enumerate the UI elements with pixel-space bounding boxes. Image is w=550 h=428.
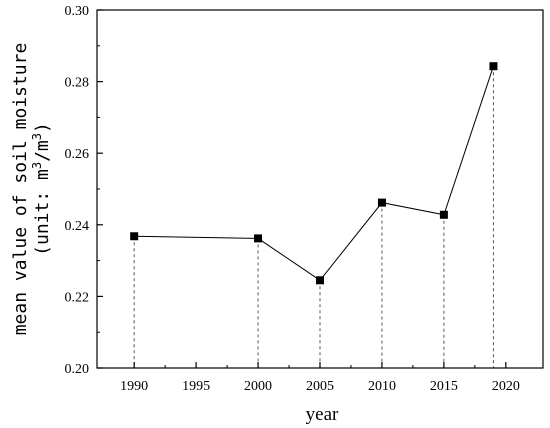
y-tick-label: 0.30 [65,4,90,19]
data-point [130,232,139,241]
y-axis-title: mean value of soil moisture [10,43,31,336]
data-point [489,62,498,71]
x-tick-label: 1990 [120,379,148,394]
x-tick-label: 2000 [244,379,272,394]
y-tick-label: 0.28 [65,76,90,91]
x-tick-label: 2020 [492,379,520,394]
x-tick-label: 2015 [430,379,458,394]
x-axis-title: year [306,404,339,425]
x-tick-label: 1995 [182,379,210,394]
y-tick-label: 0.24 [65,219,90,234]
plot-frame [96,9,544,369]
x-tick-label: 2010 [368,379,396,394]
data-point [377,198,386,207]
data-point [254,234,263,243]
y-axis-unit: (unit: m3/m3) [30,122,53,256]
x-tick-label: 2005 [306,379,334,394]
data-point [439,210,448,219]
series-line [134,66,494,281]
y-tick-label: 0.20 [65,362,90,377]
y-tick-label: 0.22 [65,290,90,305]
plot-area [130,62,498,368]
axes: 0.20 0.22 0.24 0.26 0.28 0.30 1990 1995 2000 2005… [65,4,544,394]
data-point [316,276,324,285]
y-tick-label: 0.26 [65,147,90,162]
